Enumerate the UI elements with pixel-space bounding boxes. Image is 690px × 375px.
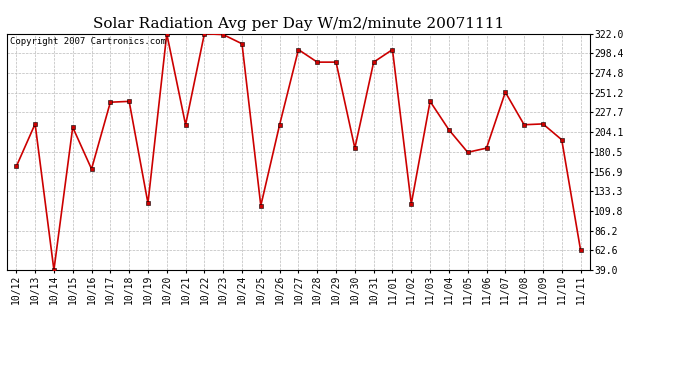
Title: Solar Radiation Avg per Day W/m2/minute 20071111: Solar Radiation Avg per Day W/m2/minute … bbox=[92, 17, 504, 31]
Text: Copyright 2007 Cartronics.com: Copyright 2007 Cartronics.com bbox=[10, 37, 166, 46]
